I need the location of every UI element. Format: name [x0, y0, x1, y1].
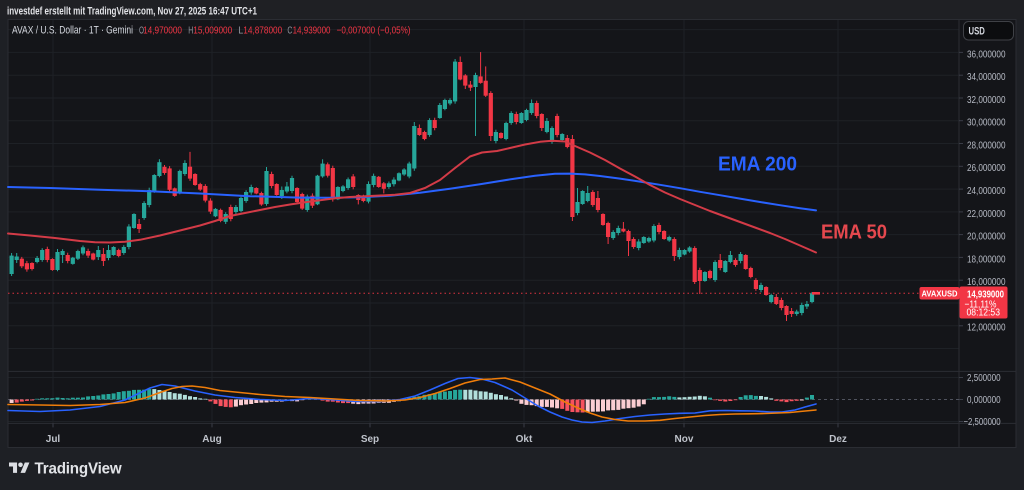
- svg-text:AVAX / U.S. Dollar · 1T · Gemi: AVAX / U.S. Dollar · 1T · Gemini: [12, 25, 133, 37]
- svg-text:Nov: Nov: [675, 434, 694, 445]
- svg-text:AVAXUSD: AVAXUSD: [922, 288, 958, 298]
- svg-text:14,970000: 14,970000: [143, 25, 182, 37]
- svg-text:14,878000: 14,878000: [243, 25, 282, 37]
- svg-text:Aug: Aug: [202, 434, 221, 445]
- svg-text:15,009000: 15,009000: [193, 25, 232, 37]
- svg-text:C: C: [287, 25, 292, 37]
- svg-text:EMA 50: EMA 50: [821, 222, 887, 244]
- svg-text:−0,007000 (−0,05%): −0,007000 (−0,05%): [337, 25, 411, 37]
- svg-text:2,500000: 2,500000: [967, 373, 1001, 384]
- svg-text:Jul: Jul: [46, 434, 61, 445]
- svg-text:L: L: [238, 25, 243, 37]
- svg-text:30,000000: 30,000000: [967, 118, 1006, 129]
- svg-text:14,939000: 14,939000: [293, 25, 331, 37]
- svg-text:16,000000: 16,000000: [967, 277, 1006, 288]
- svg-text:−2,500000: −2,500000: [964, 417, 1001, 428]
- svg-text:H: H: [188, 25, 193, 37]
- svg-text:Sep: Sep: [361, 434, 379, 445]
- svg-text:EMA 200: EMA 200: [718, 154, 797, 176]
- svg-text:TradingView: TradingView: [35, 461, 123, 478]
- svg-text:20,000000: 20,000000: [967, 232, 1006, 243]
- svg-text:Okt: Okt: [516, 434, 533, 445]
- svg-text:investdef erstellt mit Trading: investdef erstellt mit TradingView.com, …: [7, 6, 257, 18]
- svg-text:26,000000: 26,000000: [967, 163, 1006, 174]
- svg-text:32,000000: 32,000000: [967, 95, 1006, 106]
- svg-text:12,000000: 12,000000: [967, 323, 1006, 334]
- svg-text:22,000000: 22,000000: [967, 209, 1006, 220]
- svg-text:Dez: Dez: [829, 434, 847, 445]
- svg-text:08:12:53: 08:12:53: [967, 308, 1001, 319]
- svg-text:18,000000: 18,000000: [967, 254, 1006, 265]
- svg-text:14,939000: 14,939000: [967, 288, 1004, 300]
- svg-text:36,000000: 36,000000: [967, 49, 1006, 60]
- svg-text:USD: USD: [969, 25, 985, 37]
- svg-text:28,000000: 28,000000: [967, 140, 1006, 151]
- svg-text:−11,11%: −11,11%: [965, 299, 997, 310]
- svg-text:24,000000: 24,000000: [967, 186, 1006, 197]
- svg-text:O: O: [139, 25, 144, 37]
- svg-text:34,000000: 34,000000: [967, 72, 1006, 83]
- svg-text:0,000000: 0,000000: [967, 395, 1001, 406]
